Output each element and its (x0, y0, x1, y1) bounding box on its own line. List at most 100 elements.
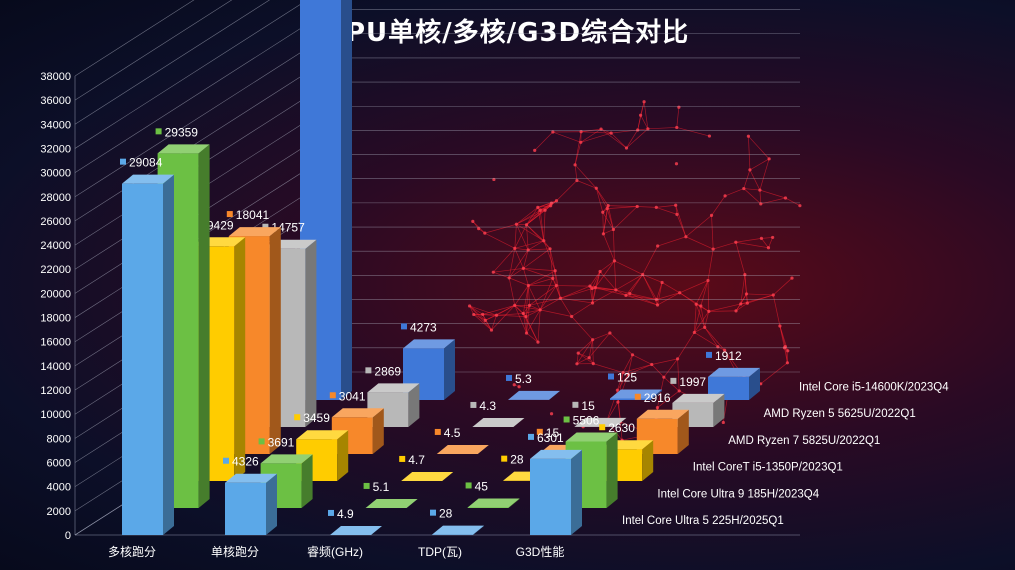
y-tick-label: 22000 (40, 264, 71, 276)
legend-marker (599, 424, 606, 431)
bar: 5.3 (506, 372, 560, 400)
data-label: 28 (439, 507, 453, 521)
data-label: 1997 (679, 375, 706, 389)
data-label: 18041 (236, 208, 270, 222)
series-label: Intel Core Ultra 9 185H/2023Q4 (657, 488, 819, 500)
y-tick-label: 24000 (40, 240, 71, 252)
bars: 3866742735.312519121475728694.3151997180… (120, 0, 760, 535)
bar: 4.7 (399, 453, 454, 481)
legend-marker (501, 455, 508, 462)
data-label: 2916 (644, 391, 671, 405)
legend-marker (634, 393, 641, 400)
data-label: 29084 (129, 156, 163, 170)
legend-marker (465, 482, 472, 489)
data-label: 2869 (374, 364, 401, 378)
y-tick-label: 12000 (40, 385, 71, 397)
chart-title: CPU单核/多核/G3D综合对比 (325, 18, 690, 48)
data-label: 3459 (303, 411, 330, 425)
y-tick-label: 38000 (40, 71, 71, 83)
y-tick-label: 10000 (40, 409, 71, 421)
legend-marker (120, 158, 126, 165)
data-label: 4.3 (479, 399, 496, 413)
data-label: 28 (510, 453, 524, 467)
category-label: 睿频(GHz) (307, 544, 363, 559)
y-tick-label: 30000 (40, 168, 71, 180)
bar: 4.5 (434, 426, 489, 454)
data-label: 45 (475, 479, 489, 493)
y-tick-label: 20000 (40, 288, 71, 300)
y-tick-label: 8000 (47, 433, 71, 445)
data-label: 5506 (573, 413, 600, 427)
category-label: 多核跑分 (108, 545, 156, 559)
category-label: TDP(瓦) (418, 545, 462, 559)
series-label: AMD Ryzen 7 5825U/2022Q1 (728, 435, 880, 447)
legend-marker (294, 414, 301, 421)
y-tick-label: 34000 (40, 119, 71, 131)
data-label: 4.9 (337, 507, 354, 521)
data-label: 5.3 (515, 372, 532, 386)
y-tick-label: 36000 (40, 95, 71, 107)
y-tick-label: 28000 (40, 192, 71, 204)
series-label: Intel CoreT i5-1350P/2023Q1 (693, 462, 843, 474)
y-tick-label: 6000 (47, 458, 71, 470)
legend-marker (563, 416, 570, 423)
bar: 29084 (120, 156, 174, 535)
bar: 15 (572, 399, 627, 427)
data-label: 5.1 (373, 480, 390, 494)
legend-marker (670, 377, 677, 384)
y-axis-ticks: 0 2000 4000 6000 8000 10000 12000 14000 16000 180… (40, 71, 71, 542)
series-label: AMD Ryzen 5 5625U/2022Q1 (764, 408, 916, 420)
data-label: 4.7 (408, 453, 425, 467)
legend-marker (155, 128, 162, 135)
bar: 4.9 (328, 507, 382, 535)
series-label: Intel Core i5-14600K/2023Q4 (799, 382, 949, 394)
legend-marker (363, 482, 370, 489)
legend-marker (328, 509, 334, 516)
legend-marker (430, 509, 436, 516)
bar: 4.3 (470, 399, 525, 427)
y-tick-label: 2000 (47, 506, 71, 518)
legend-marker (226, 211, 233, 218)
data-label: 6301 (537, 431, 564, 445)
legend-marker (608, 373, 614, 380)
data-label: 15 (581, 399, 595, 413)
category-label: 单核跑分 (211, 545, 259, 559)
data-label: 125 (617, 370, 637, 384)
legend-marker (365, 367, 372, 374)
face-network-decoration (467, 100, 802, 442)
data-label: 2630 (608, 421, 635, 435)
legend-marker (329, 392, 336, 399)
data-label: 4326 (232, 455, 259, 469)
y-tick-label: 4000 (47, 482, 71, 494)
legend-marker (434, 428, 441, 435)
bar: 45 (465, 479, 520, 508)
legend-marker (258, 438, 265, 445)
bar: 1997 (670, 375, 725, 427)
y-tick-label: 32000 (40, 143, 71, 155)
legend-marker (572, 401, 579, 408)
bar: 4273 (401, 320, 455, 400)
legend-marker (262, 223, 269, 230)
series-axis: Intel Core Ultra 5 225H/2025Q1 Intel Core… (622, 382, 949, 528)
bar: 4326 (223, 455, 277, 535)
legend-marker (401, 323, 407, 330)
legend-marker (506, 374, 512, 381)
data-label: 3041 (339, 389, 366, 403)
bar: 28 (430, 507, 484, 535)
legend-marker (399, 455, 406, 462)
bar: 1912 (706, 349, 760, 400)
y-tick-label: 18000 (40, 313, 71, 325)
data-label: 29359 (165, 125, 199, 139)
legend-marker (223, 457, 229, 464)
legend-marker (470, 401, 477, 408)
bar: 38667 (300, 0, 352, 400)
series-label: Intel Core Ultra 5 225H/2025Q1 (622, 515, 784, 527)
legend-marker (528, 433, 534, 440)
data-label: 1912 (715, 349, 742, 363)
y-tick-label: 26000 (40, 216, 71, 228)
data-label: 15 (546, 426, 560, 440)
category-axis: 多核跑分 单核跑分 睿频(GHz) TDP(瓦) G3D性能 (108, 544, 564, 559)
data-label: 4273 (410, 320, 437, 334)
legend-marker (536, 428, 543, 435)
